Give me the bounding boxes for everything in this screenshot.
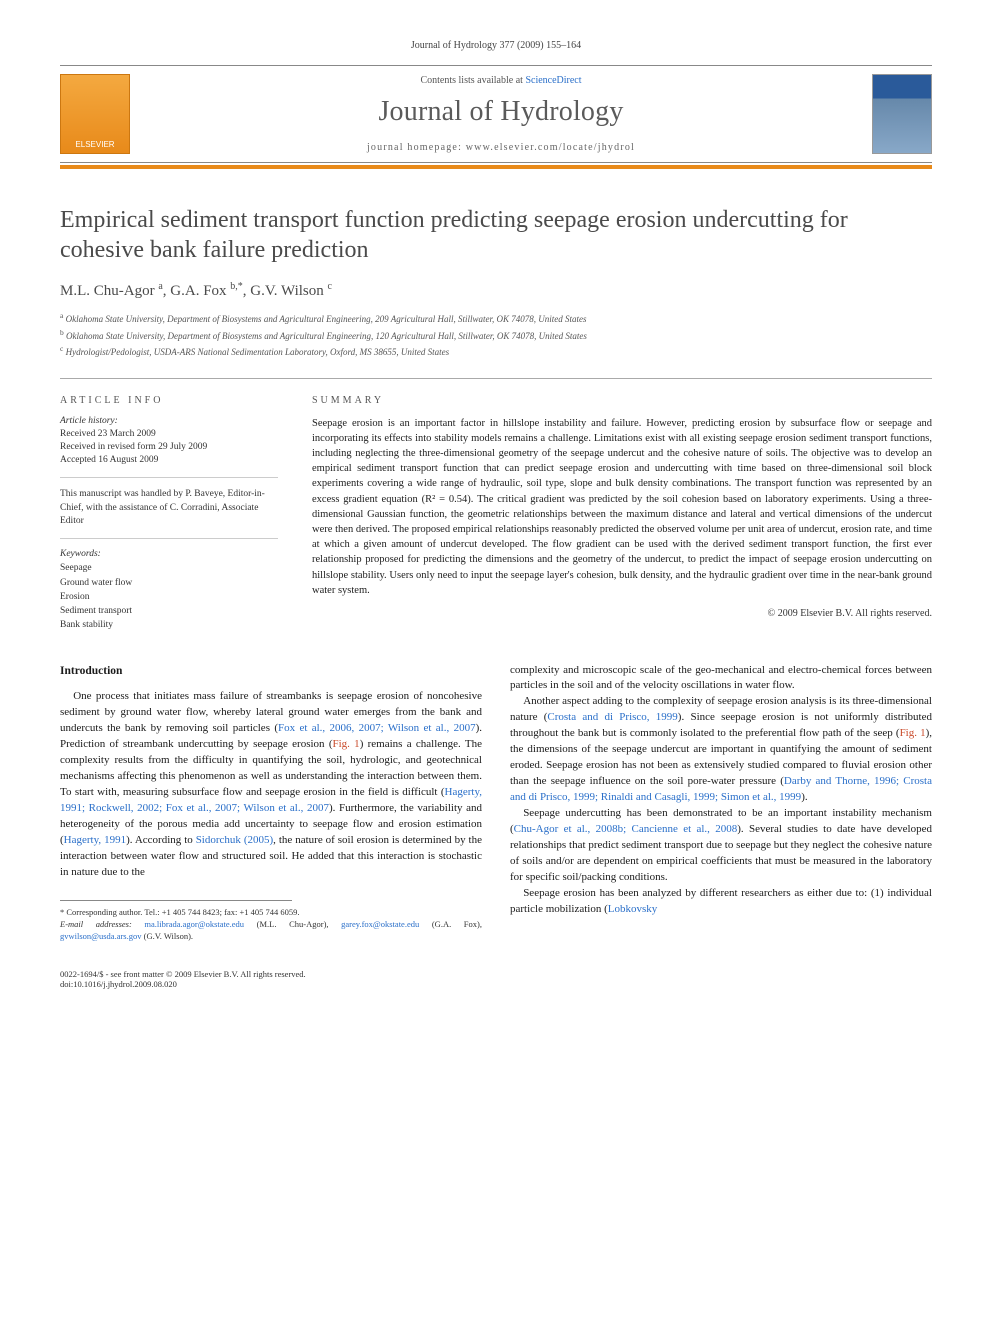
front-matter-line: 0022-1694/$ - see front matter © 2009 El…: [60, 969, 306, 979]
journal-name: Journal of Hydrology: [130, 96, 872, 128]
citation-link[interactable]: Fox et al., 2006, 2007; Wilson et al., 2…: [278, 722, 476, 734]
history-revised: Received in revised form 29 July 2009: [60, 441, 278, 454]
citation-link[interactable]: Chu-Agor et al., 2008b; Cancienne et al.…: [514, 823, 738, 835]
summary-copyright: © 2009 Elsevier B.V. All rights reserved…: [312, 608, 932, 619]
history-accepted: Accepted 16 August 2009: [60, 454, 278, 467]
email-link[interactable]: gvwilson@usda.ars.gov: [60, 931, 142, 941]
masthead-center: Contents lists available at ScienceDirec…: [130, 75, 872, 153]
keyword-item: Ground water flow: [60, 576, 278, 590]
page-footer: 0022-1694/$ - see front matter © 2009 El…: [60, 969, 932, 989]
figure-ref-link[interactable]: Fig. 1: [332, 738, 359, 750]
article-info-heading: ARTICLE INFO: [60, 395, 278, 406]
keyword-item: Bank stability: [60, 618, 278, 632]
citation-link[interactable]: Lobkovsky: [608, 903, 658, 915]
contents-available-line: Contents lists available at ScienceDirec…: [130, 75, 872, 86]
text-run: Seepage erosion has been analyzed by dif…: [510, 887, 932, 915]
intro-paragraph-2: Another aspect adding to the complexity …: [510, 694, 932, 806]
introduction-heading: Introduction: [60, 663, 482, 680]
email-addresses-line: E-mail addresses: ma.librada.agor@okstat…: [60, 919, 482, 943]
footnotes-block: * Corresponding author. Tel.: +1 405 744…: [60, 907, 482, 943]
keywords-label: Keywords:: [60, 549, 278, 559]
affiliation-line: c Hydrologist/Pedologist, USDA-ARS Natio…: [60, 343, 932, 360]
affiliations-block: a Oklahoma State University, Department …: [60, 310, 932, 360]
contents-prefix: Contents lists available at: [420, 75, 525, 86]
citation-link[interactable]: Crosta and di Prisco, 1999: [547, 711, 677, 723]
masthead-underline: [60, 165, 932, 169]
journal-cover-thumb: [872, 74, 932, 154]
affiliation-line: b Oklahoma State University, Department …: [60, 327, 932, 344]
article-history-block: Article history: Received 23 March 2009 …: [60, 416, 278, 479]
keyword-item: Sediment transport: [60, 604, 278, 618]
footnote-separator: [60, 900, 292, 901]
handling-editor-note: This manuscript was handled by P. Baveye…: [60, 488, 278, 539]
intro-paragraph-4: Seepage erosion has been analyzed by dif…: [510, 886, 932, 918]
citation-link[interactable]: Sidorchuk (2005): [196, 834, 273, 846]
article-info-column: ARTICLE INFO Article history: Received 2…: [60, 395, 278, 633]
publisher-logo: ELSEVIER: [60, 74, 130, 154]
summary-body: Seepage erosion is an important factor i…: [312, 416, 932, 599]
email-link[interactable]: ma.librada.agor@okstate.edu: [144, 919, 244, 929]
body-column-right: complexity and microscopic scale of the …: [510, 663, 932, 944]
text-run: ).: [801, 791, 807, 803]
running-header: Journal of Hydrology 377 (2009) 155–164: [60, 40, 932, 51]
body-columns: Introduction One process that initiates …: [60, 663, 932, 944]
affiliation-line: a Oklahoma State University, Department …: [60, 310, 932, 327]
keywords-block: Keywords: SeepageGround water flowErosio…: [60, 549, 278, 632]
footer-left: 0022-1694/$ - see front matter © 2009 El…: [60, 969, 306, 989]
corresponding-author-note: * Corresponding author. Tel.: +1 405 744…: [60, 907, 482, 919]
figure-ref-link[interactable]: Fig. 1: [900, 727, 926, 739]
intro-paragraph-1: One process that initiates mass failure …: [60, 689, 482, 880]
page-root: Journal of Hydrology 377 (2009) 155–164 …: [0, 0, 992, 1029]
history-received: Received 23 March 2009: [60, 428, 278, 441]
keywords-list: SeepageGround water flowErosionSediment …: [60, 561, 278, 632]
keyword-item: Seepage: [60, 561, 278, 575]
journal-masthead: ELSEVIER Contents lists available at Sci…: [60, 65, 932, 163]
sciencedirect-link[interactable]: ScienceDirect: [525, 75, 581, 86]
email-label: E-mail addresses:: [60, 919, 132, 929]
intro-paragraph-3: Seepage undercutting has been demonstrat…: [510, 806, 932, 886]
text-run: ). According to: [126, 834, 196, 846]
authors-line: M.L. Chu-Agor a, G.A. Fox b,*, G.V. Wils…: [60, 281, 932, 300]
article-title: Empirical sediment transport function pr…: [60, 205, 932, 265]
summary-heading: SUMMARY: [312, 395, 932, 406]
body-column-left: Introduction One process that initiates …: [60, 663, 482, 944]
email-link[interactable]: garey.fox@okstate.edu: [341, 919, 419, 929]
doi-line: doi:10.1016/j.jhydrol.2009.08.020: [60, 979, 306, 989]
history-label: Article history:: [60, 416, 278, 426]
citation-link[interactable]: Hagerty, 1991: [64, 834, 126, 846]
keyword-item: Erosion: [60, 590, 278, 604]
summary-column: SUMMARY Seepage erosion is an important …: [312, 395, 932, 633]
intro-paragraph-1-cont: complexity and microscopic scale of the …: [510, 663, 932, 695]
article-meta-row: ARTICLE INFO Article history: Received 2…: [60, 378, 932, 633]
journal-homepage-line: journal homepage: www.elsevier.com/locat…: [130, 142, 872, 153]
